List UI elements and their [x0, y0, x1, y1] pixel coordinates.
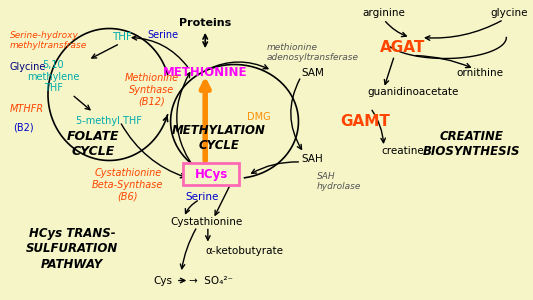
Text: FOLATE
CYCLE: FOLATE CYCLE: [67, 130, 119, 158]
Text: METHYLATION
CYCLE: METHYLATION CYCLE: [172, 124, 265, 152]
Text: (B2): (B2): [13, 122, 34, 133]
Text: 5-methyl THF: 5-methyl THF: [76, 116, 142, 127]
Text: SAM: SAM: [301, 68, 324, 79]
Text: methionine
adenosyltransferase: methionine adenosyltransferase: [266, 43, 359, 62]
Text: THF: THF: [111, 32, 132, 43]
Text: ornithine: ornithine: [457, 68, 504, 79]
Text: METHIONINE: METHIONINE: [163, 65, 247, 79]
Text: creatine: creatine: [381, 146, 424, 157]
Text: Cys: Cys: [153, 275, 172, 286]
Text: Cystathionine: Cystathionine: [171, 217, 243, 227]
Text: AGAT: AGAT: [379, 40, 425, 56]
Text: MTHFR: MTHFR: [10, 104, 44, 115]
Text: CREATINE
BIOSYNTHESIS: CREATINE BIOSYNTHESIS: [423, 130, 520, 158]
Text: Cystathionine
Beta-Synthase
(B6): Cystathionine Beta-Synthase (B6): [92, 168, 164, 201]
Text: HCys TRANS-
SULFURATION
PATHWAY: HCys TRANS- SULFURATION PATHWAY: [26, 227, 118, 271]
Text: α-ketobutyrate: α-ketobutyrate: [205, 245, 283, 256]
Text: HCys: HCys: [195, 168, 228, 181]
Text: guanidinoacetate: guanidinoacetate: [368, 86, 459, 97]
Text: GAMT: GAMT: [340, 114, 390, 129]
Text: Serine: Serine: [147, 29, 178, 40]
Text: Serine: Serine: [186, 191, 219, 202]
Text: Serine-hydroxy
methyltransfrase: Serine-hydroxy methyltransfrase: [10, 31, 87, 50]
Text: Methionine
Synthase
(B12): Methionine Synthase (B12): [125, 74, 179, 106]
Text: Proteins: Proteins: [179, 17, 231, 28]
Text: 5,10
methylene
THF: 5,10 methylene THF: [27, 60, 79, 93]
Text: →  SO₄²⁻: → SO₄²⁻: [189, 275, 233, 286]
FancyBboxPatch shape: [183, 163, 239, 185]
Text: Bétaine: Bétaine: [203, 164, 240, 175]
Text: SAH: SAH: [301, 154, 323, 164]
Text: arginine: arginine: [362, 8, 405, 19]
Text: SAH
hydrolase: SAH hydrolase: [317, 172, 361, 191]
Text: Glycine: Glycine: [10, 62, 46, 73]
Text: DMG: DMG: [247, 112, 270, 122]
Text: glycine: glycine: [490, 8, 528, 19]
